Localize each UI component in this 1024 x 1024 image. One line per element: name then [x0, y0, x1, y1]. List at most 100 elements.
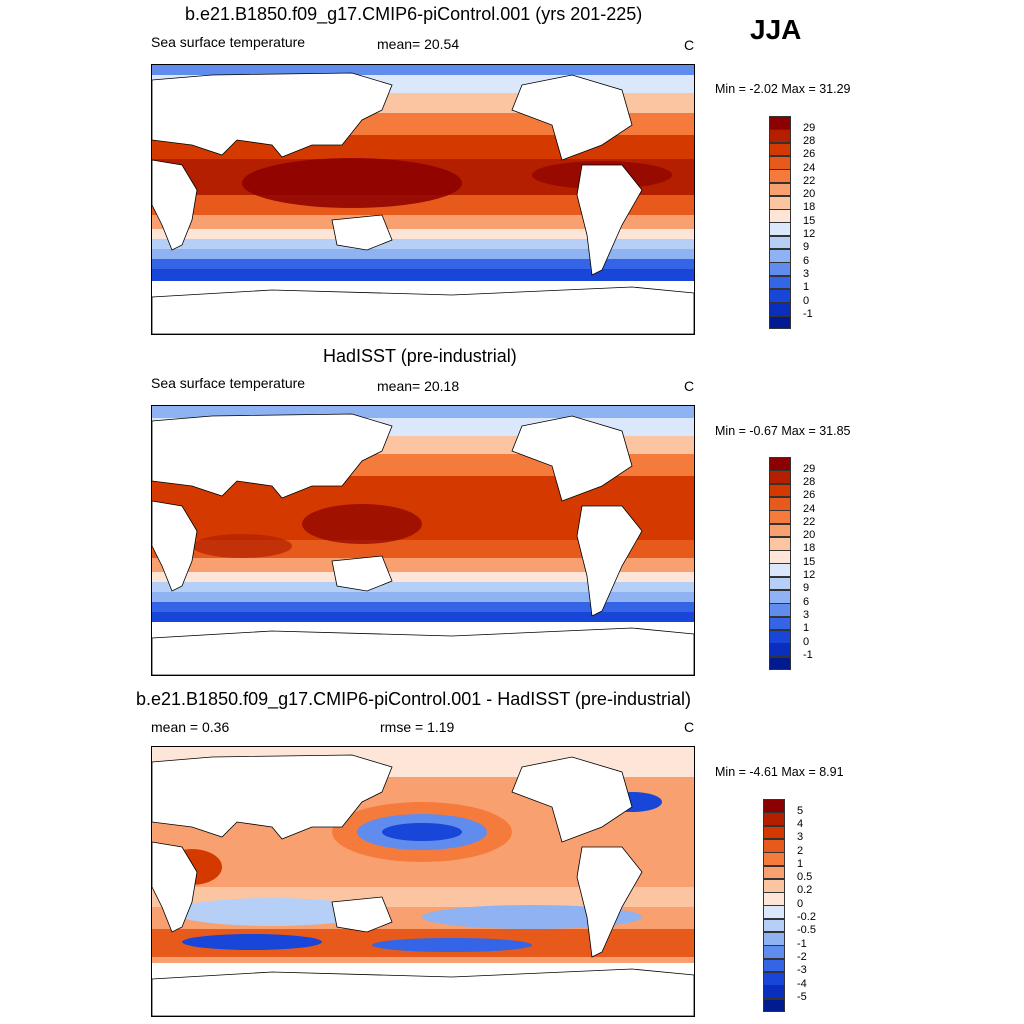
colorbar-tick-label: 29 — [803, 121, 816, 134]
panel1-map-svg — [152, 65, 694, 334]
colorbar-swatch — [769, 576, 791, 591]
colorbar-swatch — [769, 457, 791, 471]
colorbar-swatch — [769, 302, 791, 316]
colorbar-swatch — [763, 825, 785, 840]
colorbar-tick-label: 1 — [797, 857, 804, 870]
colorbar-tick-label: 9 — [803, 582, 810, 595]
colorbar-tick-label: 15 — [803, 214, 816, 227]
colorbar-tick-label: 4 — [797, 817, 804, 830]
colorbar-swatch — [769, 235, 791, 250]
colorbar-swatch — [769, 590, 791, 604]
colorbar-swatch — [763, 878, 785, 893]
colorbar-tick-label: 18 — [803, 542, 816, 555]
colorbar-tick-label: -1 — [797, 937, 807, 950]
colorbar-swatch — [763, 865, 785, 880]
colorbar-swatch — [769, 496, 791, 511]
colorbar-swatch — [763, 985, 785, 999]
colorbar-swatch — [763, 998, 785, 1013]
panel1-variable-label: Sea surface temperature — [151, 34, 306, 50]
colorbar-swatch — [769, 523, 791, 538]
colorbar-swatch — [769, 510, 791, 524]
colorbar-swatch — [769, 288, 791, 303]
colorbar-swatch — [763, 905, 785, 920]
colorbar-swatch — [769, 483, 791, 498]
colorbar-tick-label: 24 — [803, 502, 816, 515]
colorbar-tick-label: -5 — [797, 990, 807, 1003]
panel2-mean-label: mean= 20.18 — [377, 378, 460, 394]
colorbar-tick-label: 6 — [803, 254, 810, 267]
colorbar-tick-label: -2 — [797, 950, 807, 963]
colorbar-swatch — [769, 629, 791, 644]
colorbar-tick-label: 28 — [803, 475, 816, 488]
season-label: JJA — [750, 14, 802, 45]
colorbar-swatch — [763, 918, 785, 933]
colorbar-swatch — [763, 932, 785, 946]
colorbar-swatch — [763, 971, 785, 986]
colorbar-tick-label: 1 — [803, 622, 810, 635]
panel2-map-svg — [152, 406, 694, 675]
colorbar-swatch — [769, 116, 791, 130]
panel1-mean-label: mean= 20.54 — [377, 36, 460, 52]
colorbar-swatch — [769, 536, 791, 551]
colorbar-swatch — [769, 470, 791, 485]
colorbar-tick-label: 20 — [803, 529, 816, 542]
panel1-map — [151, 64, 695, 335]
panel1-minmax-label: Min = -2.02 Max = 31.29 — [715, 82, 851, 96]
colorbar-swatch — [769, 209, 791, 223]
colorbar-swatch — [763, 945, 785, 960]
panel3-map — [151, 746, 695, 1017]
panel3-minmax-label: Min = -4.61 Max = 8.91 — [715, 765, 844, 779]
panel2-units-label: C — [684, 378, 695, 394]
colorbar-tick-label: 0.2 — [797, 884, 813, 897]
panel2-map — [151, 405, 695, 676]
colorbar-tick-label: 3 — [803, 267, 810, 280]
colorbar-tick-label: 9 — [803, 241, 810, 254]
colorbar-tick-label: 5 — [797, 804, 804, 817]
panel3-rmse-label: rmse = 1.19 — [380, 719, 455, 735]
colorbar-tick-label: -1 — [803, 307, 813, 320]
colorbar-tick-label: -0.5 — [797, 924, 816, 937]
colorbar-tick-label: 6 — [803, 595, 810, 608]
colorbar-tick-label: 26 — [803, 148, 816, 161]
colorbar-swatch — [769, 182, 791, 197]
panel2-title: HadISST (pre-industrial) — [323, 346, 517, 366]
panel2-minmax-label: Min = -0.67 Max = 31.85 — [715, 424, 851, 438]
colorbar-swatch — [763, 812, 785, 827]
colorbar-swatch — [769, 603, 791, 618]
colorbar-tick-label: 26 — [803, 489, 816, 502]
colorbar-tick-label: 28 — [803, 134, 816, 147]
colorbar-tick-label: 15 — [803, 555, 816, 568]
panel3-title: b.e21.B1850.f09_g17.CMIP6-piControl.001 … — [136, 689, 691, 709]
colorbar-tick-label: 18 — [803, 201, 816, 214]
colorbar-swatch — [769, 222, 791, 237]
colorbar-swatch — [769, 315, 791, 330]
colorbar-tick-label: 0 — [803, 294, 810, 307]
colorbar-tick-label: 20 — [803, 188, 816, 201]
colorbar-tick-label: 1 — [803, 281, 810, 294]
panel1-title: b.e21.B1850.f09_g17.CMIP6-piControl.001 … — [185, 4, 643, 24]
colorbar-tick-label: 22 — [803, 174, 816, 187]
colorbar-swatch — [763, 799, 785, 813]
panel3-units-label: C — [684, 719, 695, 735]
colorbar-tick-label: -0.2 — [797, 911, 816, 924]
colorbar-swatch — [769, 550, 791, 564]
colorbar-swatch — [763, 958, 785, 973]
colorbar-tick-label: 3 — [803, 608, 810, 621]
colorbar-swatch — [763, 892, 785, 906]
colorbar-swatch — [769, 195, 791, 210]
colorbar-tick-label: 0 — [797, 897, 804, 910]
colorbar-tick-label: 0 — [803, 635, 810, 648]
colorbar-swatch — [763, 838, 785, 853]
colorbar-tick-label: 3 — [797, 831, 804, 844]
colorbar-tick-label: -4 — [797, 977, 807, 990]
colorbar-swatch — [769, 249, 791, 263]
colorbar-swatch — [769, 262, 791, 277]
colorbar-swatch — [769, 169, 791, 183]
panel1-units-label: C — [684, 37, 695, 53]
colorbar-swatch — [769, 275, 791, 290]
colorbar-swatch — [769, 656, 791, 671]
colorbar-swatch — [763, 852, 785, 866]
colorbar-swatch — [769, 643, 791, 657]
colorbar-tick-label: 24 — [803, 161, 816, 174]
colorbar-tick-label: -1 — [803, 648, 813, 661]
